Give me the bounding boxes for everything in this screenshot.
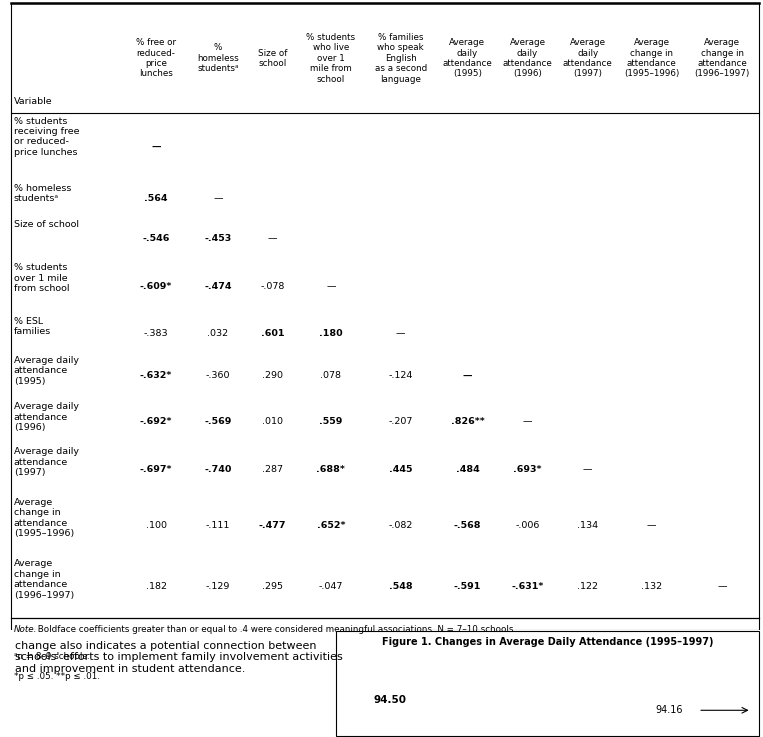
- Text: .548: .548: [389, 582, 413, 591]
- Text: % families
who speak
English
as a second
language: % families who speak English as a second…: [375, 33, 427, 83]
- Text: -.082: -.082: [388, 521, 413, 530]
- Text: % students
who live
over 1
mile from
school: % students who live over 1 mile from sch…: [306, 33, 356, 83]
- Text: Average
daily
attendance
(1995): Average daily attendance (1995): [443, 38, 492, 78]
- Text: % students
receiving free
or reduced-
price lunches: % students receiving free or reduced- pr…: [14, 116, 79, 157]
- Text: -.360: -.360: [206, 371, 230, 380]
- Text: ᵃn = 8–9 schools.: ᵃn = 8–9 schools.: [14, 652, 89, 660]
- Text: .688*: .688*: [317, 465, 346, 474]
- Text: *p ≤ .05. **p ≤ .01.: *p ≤ .05. **p ≤ .01.: [14, 672, 100, 681]
- Text: Average
daily
attendance
(1997): Average daily attendance (1997): [563, 38, 613, 78]
- Text: .100: .100: [146, 521, 166, 530]
- Text: —: —: [717, 582, 727, 591]
- Text: 94.16: 94.16: [655, 705, 683, 716]
- Text: .134: .134: [577, 521, 598, 530]
- Text: Average daily
attendance
(1996): Average daily attendance (1996): [14, 402, 79, 432]
- Text: Average
change in
attendance
(1996–1997): Average change in attendance (1996–1997): [694, 38, 750, 78]
- Text: —: —: [462, 371, 472, 380]
- Text: —: —: [583, 465, 592, 474]
- Text: .122: .122: [577, 582, 598, 591]
- Text: %
homeless
studentsᵃ: % homeless studentsᵃ: [197, 43, 239, 73]
- Text: .182: .182: [146, 582, 166, 591]
- Text: -.609*: -.609*: [140, 282, 172, 291]
- Text: .559: .559: [319, 417, 343, 426]
- Text: Average
change in
attendance
(1995–1996): Average change in attendance (1995–1996): [624, 38, 679, 78]
- Text: Average
change in
attendance
(1996–1997): Average change in attendance (1996–1997): [14, 559, 74, 600]
- Text: -.047: -.047: [319, 582, 343, 591]
- Text: Size of
school: Size of school: [258, 49, 287, 68]
- Text: -.078: -.078: [260, 282, 285, 291]
- Text: .693*: .693*: [513, 465, 542, 474]
- Text: % ESL
families: % ESL families: [14, 317, 51, 336]
- Text: Average
change in
attendance
(1995–1996): Average change in attendance (1995–1996): [14, 498, 74, 538]
- Text: % students
over 1 mile
from school: % students over 1 mile from school: [14, 263, 69, 293]
- Text: -.631*: -.631*: [511, 582, 544, 591]
- Text: -.692*: -.692*: [140, 417, 172, 426]
- Text: Boldface coefficients greater than or equal to .4 were considered meaningful ass: Boldface coefficients greater than or eq…: [35, 625, 517, 634]
- Text: Figure 1. Changes in Average Daily Attendance (1995–1997): Figure 1. Changes in Average Daily Atten…: [382, 637, 713, 646]
- Text: .180: .180: [319, 329, 343, 338]
- Text: .032: .032: [208, 329, 228, 338]
- Text: .484: .484: [456, 465, 479, 474]
- Text: Average daily
attendance
(1997): Average daily attendance (1997): [14, 447, 79, 477]
- Text: -.740: -.740: [204, 465, 232, 474]
- Text: -.124: -.124: [388, 371, 413, 380]
- Text: -.453: -.453: [204, 234, 231, 242]
- Text: —: —: [268, 234, 277, 242]
- Text: Note.: Note.: [14, 625, 37, 634]
- Text: Average daily
attendance
(1995): Average daily attendance (1995): [14, 356, 79, 385]
- Text: .290: .290: [262, 371, 283, 380]
- Text: —: —: [213, 194, 223, 203]
- Text: -.591: -.591: [454, 582, 481, 591]
- Text: .445: .445: [389, 465, 413, 474]
- Text: 94.50: 94.50: [374, 694, 407, 705]
- Text: .826**: .826**: [450, 417, 485, 426]
- Text: .078: .078: [320, 371, 341, 380]
- Text: -.697*: -.697*: [140, 465, 172, 474]
- Text: -.632*: -.632*: [140, 371, 172, 380]
- Text: .132: .132: [641, 582, 662, 591]
- Text: .601: .601: [261, 329, 284, 338]
- Text: % free or
reduced-
price
lunches: % free or reduced- price lunches: [136, 38, 176, 78]
- Text: -.474: -.474: [204, 282, 232, 291]
- Text: —: —: [151, 142, 161, 152]
- Text: .010: .010: [262, 417, 283, 426]
- Text: Variable: Variable: [14, 97, 53, 106]
- Text: -.546: -.546: [143, 234, 170, 242]
- Text: Average
daily
attendance
(1996): Average daily attendance (1996): [503, 38, 552, 78]
- Text: -.129: -.129: [206, 582, 230, 591]
- Text: .287: .287: [262, 465, 283, 474]
- Text: —: —: [396, 329, 405, 338]
- Text: —: —: [326, 282, 336, 291]
- Text: -.111: -.111: [206, 521, 230, 530]
- Text: -.477: -.477: [259, 521, 286, 530]
- Text: Size of school: Size of school: [14, 220, 79, 228]
- Text: .564: .564: [144, 194, 168, 203]
- Text: —: —: [647, 521, 656, 530]
- Text: % homeless
studentsᵃ: % homeless studentsᵃ: [14, 184, 71, 203]
- Text: -.006: -.006: [515, 521, 539, 530]
- Text: —: —: [523, 417, 533, 426]
- Text: change also indicates a potential connection between
schools' efforts to impleme: change also indicates a potential connec…: [15, 641, 343, 674]
- Text: .652*: .652*: [317, 521, 345, 530]
- Text: -.383: -.383: [143, 329, 169, 338]
- Text: -.207: -.207: [388, 417, 413, 426]
- Text: .295: .295: [262, 582, 283, 591]
- Text: -.568: -.568: [454, 521, 481, 530]
- Text: -.569: -.569: [204, 417, 232, 426]
